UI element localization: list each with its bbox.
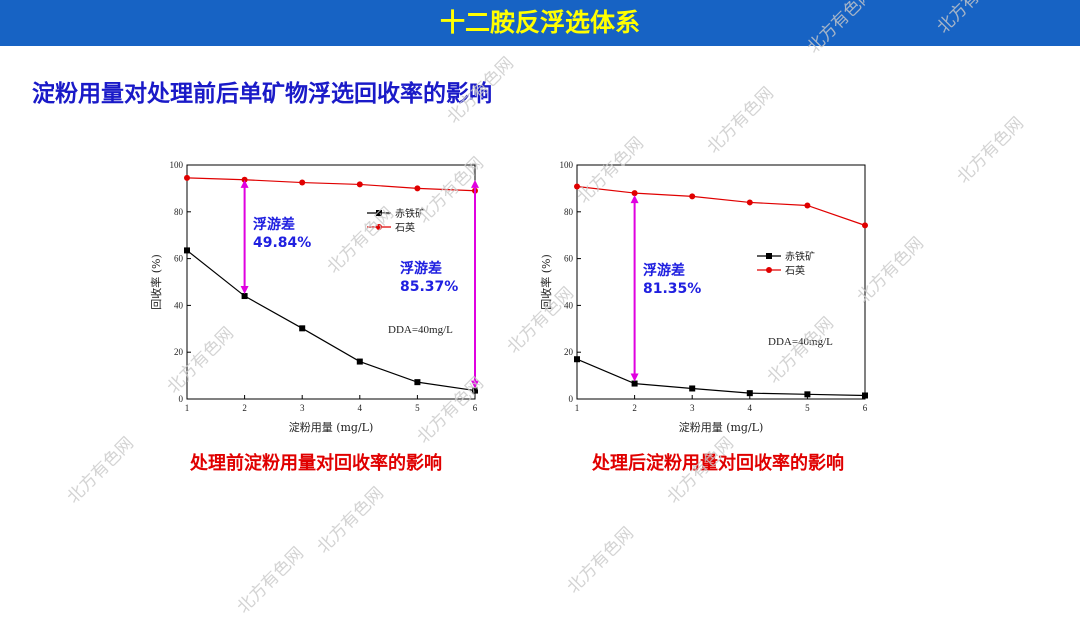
data-point-circle [804, 202, 811, 209]
flotation-difference-label: 浮游差 [643, 262, 685, 279]
chart-before-treatment: 0 20 40 60 80 100 1 2 3 4 5 6 淀粉用量 (mg/L) 回收率 (%) 赤铁矿石… [149, 160, 479, 434]
chart-caption-after: 处理后淀粉用量对回收率的影响 [592, 453, 844, 474]
difference-arrow-head-down [630, 373, 639, 382]
slide-title: 淀粉用量对处理前后单矿物浮选回收率的影响 [32, 81, 492, 107]
flotation-difference-value: 81.35% [643, 281, 701, 297]
legend-marker [766, 267, 772, 273]
x-axis-label: 淀粉用量 (mg/L) [289, 420, 374, 434]
data-point-square [689, 385, 696, 392]
data-point-square [414, 379, 421, 386]
series-line [186, 249, 476, 392]
legend-marker [376, 224, 382, 230]
data-point-circle [184, 174, 190, 181]
y-axis-label: 回收率 (%) [149, 254, 163, 310]
dda-note: DDA=40mg/L [388, 324, 453, 336]
data-point-circle [862, 222, 868, 229]
watermark-text: 北方有色网 [563, 523, 638, 598]
y-tick-label: 80 [564, 207, 574, 217]
series-line [576, 185, 866, 226]
y-tick-label: 100 [560, 160, 574, 170]
x-tick-label: 1 [575, 403, 580, 413]
series-line [186, 177, 476, 192]
legend-marker [766, 253, 772, 259]
difference-arrow-head-up [471, 179, 479, 188]
x-tick-label: 2 [242, 403, 247, 413]
y-tick-label: 20 [174, 347, 184, 357]
data-point-square [862, 392, 868, 399]
legend-marker [376, 210, 382, 216]
data-point-square [746, 390, 753, 397]
data-point-square [472, 387, 478, 394]
difference-arrow-head-up [630, 195, 639, 204]
legend-label: 赤铁矿 [395, 207, 425, 220]
x-tick-label: 1 [185, 403, 190, 413]
data-point-circle [631, 190, 638, 197]
watermark-text: 北方有色网 [703, 83, 778, 158]
y-tick-label: 20 [564, 347, 574, 357]
y-tick-label: 80 [174, 207, 184, 217]
watermark-text: 北方有色网 [63, 433, 138, 508]
y-tick-label: 0 [569, 394, 574, 404]
watermark-text: 北方有色网 [953, 113, 1028, 188]
data-point-square [574, 356, 580, 363]
y-tick-label: 100 [170, 160, 184, 170]
x-axis-label: 淀粉用量 (mg/L) [679, 420, 764, 434]
series-line [576, 358, 866, 397]
data-point-circle [356, 181, 363, 188]
y-tick-label: 40 [174, 300, 184, 310]
difference-arrow-head-up [240, 179, 249, 188]
flotation-difference-value: 85.37% [400, 279, 458, 295]
legend-label: 石英 [395, 221, 415, 234]
header-title: 十二胺反浮选体系 [439, 8, 640, 37]
y-tick-label: 60 [174, 254, 184, 264]
header-banner [0, 0, 1080, 46]
x-tick-label: 6 [473, 403, 478, 413]
difference-arrow-head-down [240, 286, 249, 295]
legend-label: 石英 [785, 264, 805, 277]
difference-arrow-head-down [471, 380, 479, 389]
data-point-square [631, 380, 638, 387]
plot-frame [576, 164, 866, 400]
data-point-circle [689, 193, 696, 200]
y-tick-label: 60 [564, 254, 574, 264]
data-point-circle [241, 176, 248, 183]
data-point-square [356, 358, 363, 365]
x-tick-label: 5 [415, 403, 420, 413]
y-axis-label: 回收率 (%) [539, 254, 553, 310]
data-point-square [299, 325, 306, 332]
data-point-square [184, 247, 190, 254]
flotation-difference-label: 浮游差 [400, 260, 442, 277]
data-point-square [804, 391, 811, 398]
x-tick-label: 6 [863, 403, 868, 413]
x-tick-label: 4 [748, 403, 753, 413]
chart-caption-before: 处理前淀粉用量对回收率的影响 [190, 453, 442, 474]
x-tick-label: 2 [632, 403, 637, 413]
x-tick-label: 5 [805, 403, 810, 413]
data-point-circle [414, 185, 421, 192]
watermark-text: 北方有色网 [233, 543, 308, 618]
data-point-circle [299, 179, 306, 186]
data-point-circle [746, 199, 753, 206]
x-tick-label: 4 [358, 403, 363, 413]
x-tick-label: 3 [300, 403, 305, 413]
y-tick-label: 0 [179, 394, 184, 404]
dda-note: DDA=40mg/L [768, 336, 833, 348]
flotation-difference-label: 浮游差 [253, 216, 295, 233]
y-tick-label: 40 [564, 300, 574, 310]
flotation-difference-value: 49.84% [253, 235, 311, 251]
data-point-circle [574, 183, 580, 190]
watermark-text: 北方有色网 [313, 483, 388, 558]
legend-label: 赤铁矿 [785, 250, 815, 263]
data-point-square [241, 293, 248, 300]
x-tick-label: 3 [690, 403, 695, 413]
chart-after-treatment: 0 20 40 60 80 100 1 2 3 4 5 6 淀粉用量 (mg/L) 回收率 (%) 赤铁矿石… [539, 160, 868, 434]
